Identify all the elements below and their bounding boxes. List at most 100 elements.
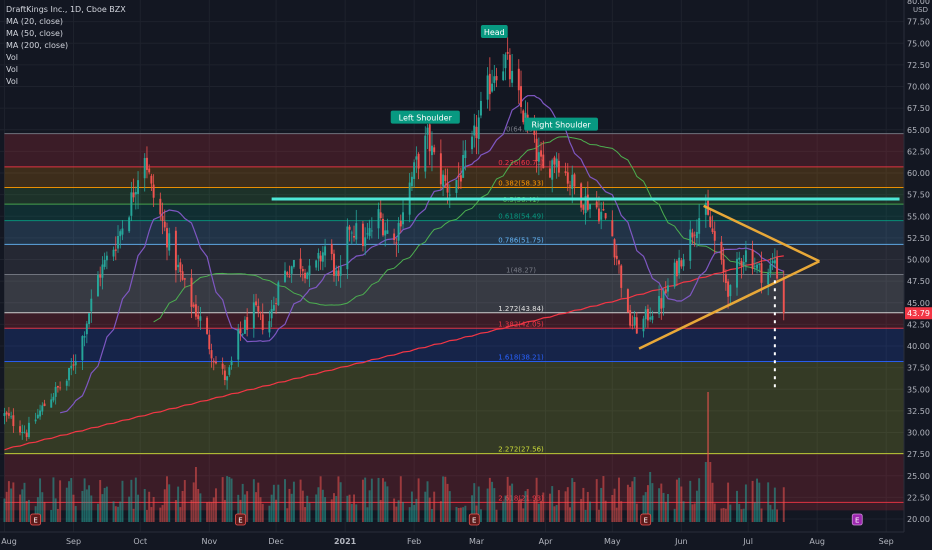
candle-body [210, 350, 213, 359]
volume-bar [433, 491, 436, 522]
candle-body [675, 260, 678, 277]
fib-zone [4, 133, 905, 167]
candle-body [321, 252, 324, 262]
indicator-vol-2[interactable]: Vol [6, 65, 18, 74]
volume-bar [517, 499, 520, 522]
candle-body [689, 229, 692, 261]
indicator-ma200[interactable]: MA (200, close) [6, 41, 69, 50]
pattern-label-text: Right Shoulder [531, 121, 591, 130]
volume-bar [491, 481, 494, 522]
candle-body [511, 70, 514, 83]
volume-bar [226, 476, 229, 522]
candle-body [459, 175, 462, 182]
volume-bar [27, 499, 30, 522]
volume-bar [413, 504, 416, 522]
volume-bar [773, 487, 776, 522]
candle-body [348, 226, 351, 230]
candle-body [261, 314, 264, 330]
time-tick-label: Dec [268, 537, 283, 546]
volume-bar [210, 502, 213, 522]
price-tick-label: 40.00 [907, 342, 930, 351]
candle-body [691, 232, 694, 238]
volume-bar [43, 502, 46, 522]
candle-body [488, 73, 491, 95]
time-tick-label: Mar [469, 537, 485, 546]
volume-bar [618, 477, 620, 522]
volume-bar [471, 495, 474, 522]
candle-body [88, 313, 91, 325]
candle-body [540, 150, 543, 157]
candle-body [446, 182, 449, 193]
indicator-ma50[interactable]: MA (50, close) [6, 29, 64, 38]
candle-body [506, 51, 509, 54]
volume-bar [738, 503, 741, 522]
indicator-vol-3[interactable]: Vol [6, 77, 18, 86]
candle-body [475, 126, 478, 139]
candle-body [268, 321, 271, 333]
volume-bar [117, 506, 119, 522]
legend: DraftKings Inc., 1D, Cboe BZX MA (20, cl… [6, 4, 126, 88]
volume-bar [25, 500, 28, 522]
volume-bar [724, 508, 727, 522]
candle-body [615, 255, 618, 259]
candle-body [168, 233, 171, 251]
candle-body [504, 54, 507, 69]
volume-bar [3, 498, 6, 522]
fib-level-label: 0.236(60.71) [498, 159, 544, 167]
time-tick-label: Oct [133, 537, 147, 546]
volume-bar [36, 497, 39, 522]
last-price-tag [905, 307, 932, 320]
pattern-label-text: Head [484, 28, 505, 37]
candle-body [43, 403, 46, 407]
candle-body [377, 209, 380, 229]
candle-body [491, 83, 494, 92]
candle-body [744, 250, 747, 263]
candle-body [613, 239, 616, 258]
volume-bar [54, 498, 57, 522]
volume-bar [635, 503, 638, 522]
candle-body [270, 308, 273, 319]
volume-bar [760, 508, 763, 522]
price-tick-label: 67.50 [907, 104, 930, 113]
volume-bar [19, 494, 22, 522]
volume-bar [756, 478, 759, 522]
candle-body [727, 281, 730, 297]
volume-bar [533, 499, 536, 522]
fib-zone [4, 244, 905, 275]
candle-body [132, 192, 135, 198]
candle-body [522, 110, 525, 123]
volume-bar [174, 500, 177, 522]
volume-bar [74, 505, 77, 522]
price-tick-label: 37.50 [907, 364, 930, 373]
volume-bar [128, 496, 131, 522]
triangle-lower-line [638, 260, 820, 350]
candle-body [586, 194, 589, 210]
candle-body [535, 138, 538, 161]
candle-body [618, 260, 620, 265]
candle-body [631, 324, 634, 326]
volume-bar [758, 482, 761, 522]
volume-bar [143, 489, 146, 522]
candle-body [252, 302, 255, 329]
candle-body [121, 228, 124, 235]
volume-bar [573, 481, 576, 522]
symbol-title[interactable]: DraftKings Inc., 1D, Cboe BZX [6, 5, 126, 14]
volume-bar [660, 483, 663, 522]
candle-body [658, 296, 661, 315]
time-tick-label: Jul [742, 537, 753, 546]
pattern-label: Right Shoulder [524, 117, 599, 131]
volume-bar [604, 500, 607, 522]
volume-bar [673, 508, 676, 522]
fib-level-label: 1.272(43.84) [498, 305, 544, 313]
fib-zone [4, 312, 905, 329]
candle-body [119, 231, 122, 237]
indicator-vol-1[interactable]: Vol [6, 53, 18, 62]
candle-body [101, 264, 104, 278]
candle-body [150, 175, 153, 184]
volume-bar [197, 489, 200, 522]
fib-zone [4, 166, 905, 188]
indicator-ma20[interactable]: MA (20, close) [6, 17, 64, 26]
volume-bar [241, 483, 244, 522]
candle-body [649, 317, 652, 320]
candle-body [105, 255, 108, 261]
